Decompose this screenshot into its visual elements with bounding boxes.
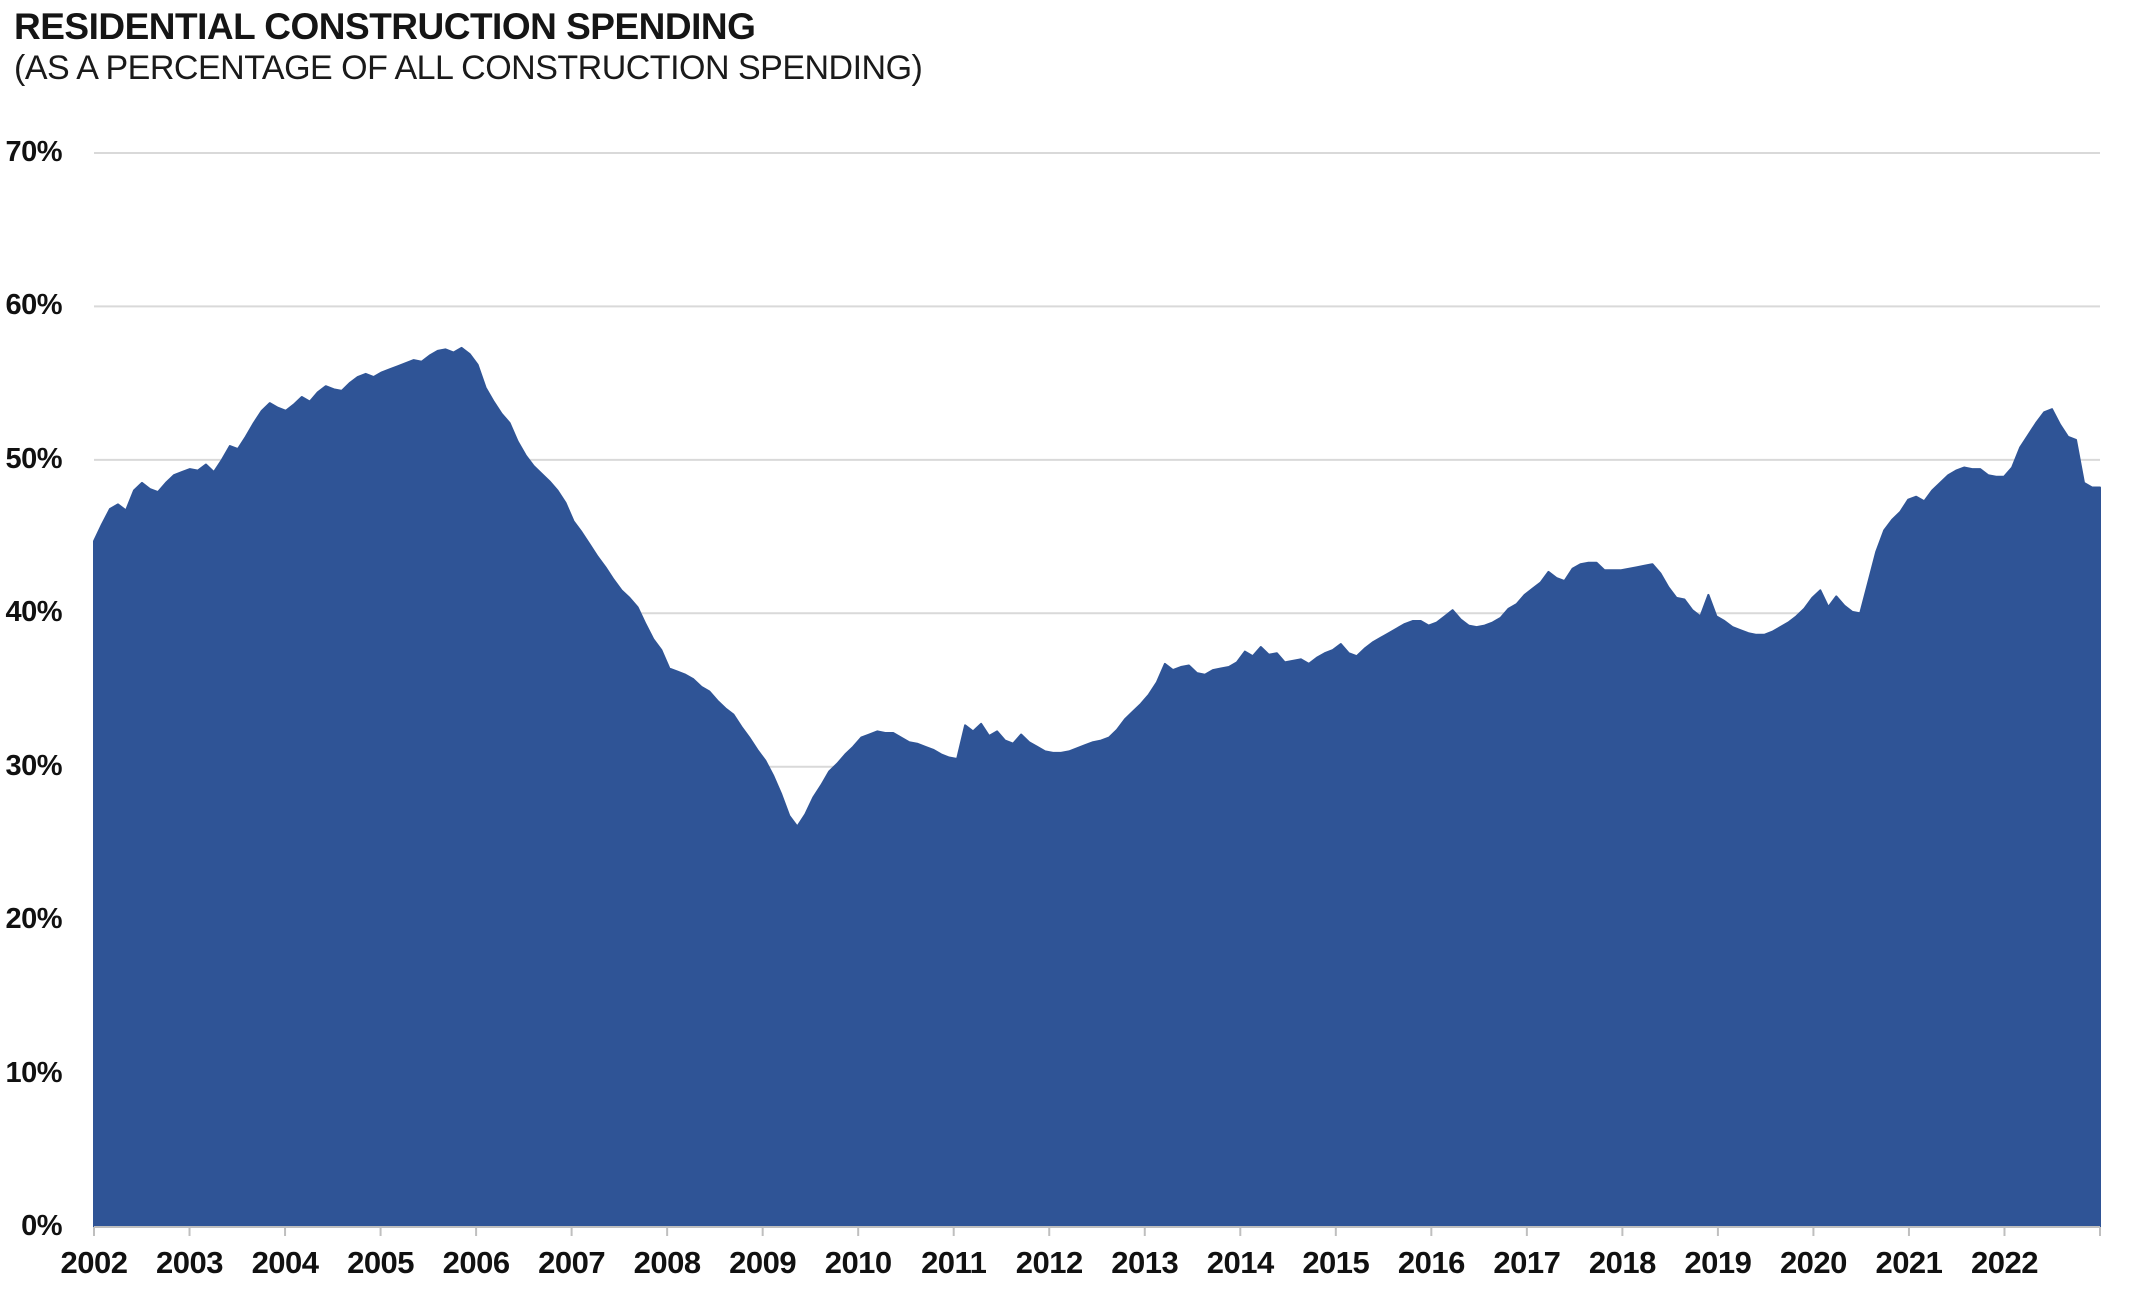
chart-header: RESIDENTIAL CONSTRUCTION SPENDING (AS A …	[14, 6, 923, 88]
series-group	[93, 346, 2101, 1228]
chart-title: RESIDENTIAL CONSTRUCTION SPENDING	[14, 6, 756, 47]
chart-subtitle: (AS A PERCENTAGE OF ALL CONSTRUCTION SPE…	[14, 48, 923, 87]
residential-share-area-series	[93, 346, 2101, 1228]
axes-group	[93, 1226, 2101, 1236]
